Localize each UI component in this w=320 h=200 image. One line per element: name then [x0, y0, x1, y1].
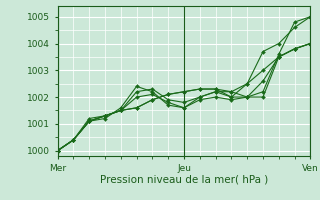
- X-axis label: Pression niveau de la mer( hPa ): Pression niveau de la mer( hPa ): [100, 174, 268, 184]
